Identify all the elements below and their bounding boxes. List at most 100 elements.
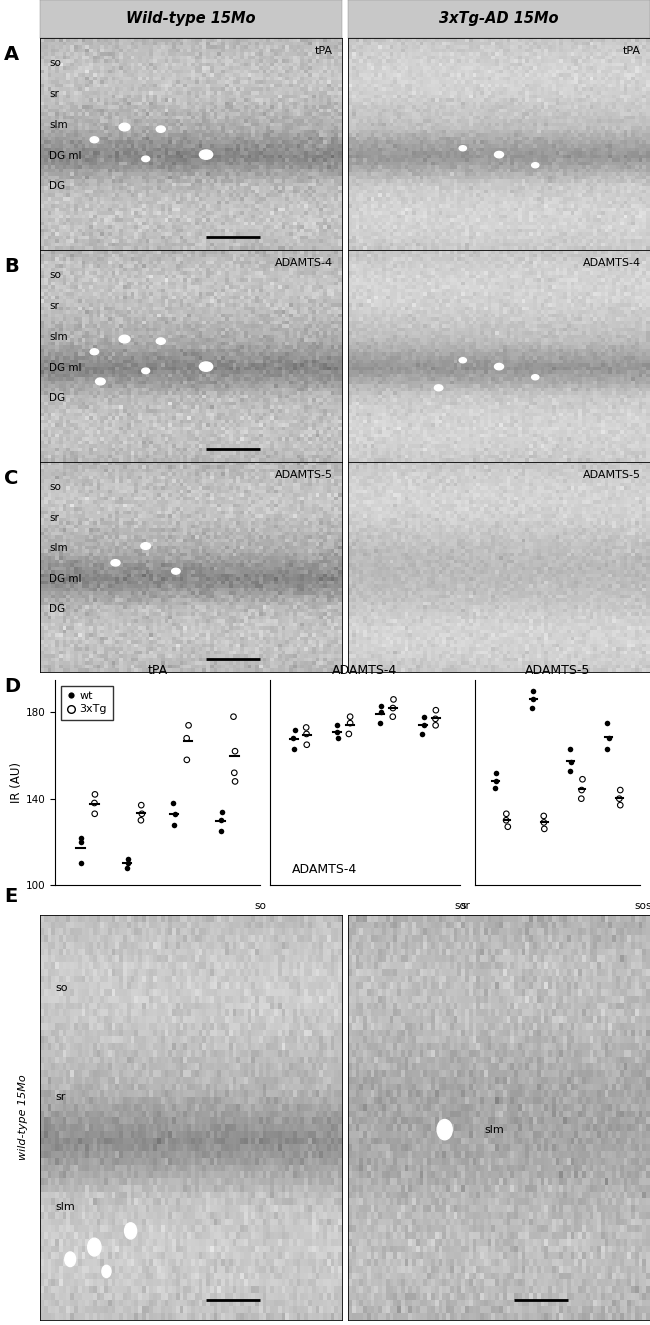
Circle shape [172,568,180,574]
Text: ADAMTS-4: ADAMTS-4 [583,258,641,269]
Point [76,831,86,852]
Point [604,727,614,749]
Text: slm: slm [49,333,68,342]
Text: DG: DG [49,394,65,403]
Point [565,761,575,782]
Circle shape [119,123,130,131]
Point [332,721,342,742]
Text: B: B [5,257,19,276]
Circle shape [119,335,130,343]
Legend: wt, 3xTg: wt, 3xTg [60,685,112,719]
Text: DG ml: DG ml [49,574,81,583]
Circle shape [142,368,150,374]
Circle shape [156,126,165,132]
Point [576,788,586,810]
Circle shape [111,559,120,566]
Point [375,696,385,717]
Point [123,848,133,869]
Point [332,727,343,749]
Text: DG ml: DG ml [49,363,81,372]
Text: E: E [5,886,18,906]
Point [565,738,575,759]
Circle shape [125,1223,136,1239]
Point [169,814,179,835]
Text: so: so [454,901,466,912]
Point [90,784,100,806]
Point [419,706,429,727]
Title: tPA: tPA [148,664,168,677]
Point [183,714,194,735]
Point [302,723,312,745]
Circle shape [459,146,467,151]
Circle shape [459,358,467,363]
Point [230,771,240,792]
Point [302,734,312,755]
Point [528,689,539,710]
Circle shape [200,150,213,159]
Text: tPA: tPA [315,46,333,57]
Circle shape [88,1238,101,1256]
Point [216,820,226,841]
Text: so: so [49,482,61,492]
Point [501,810,512,831]
Text: sr: sr [460,901,470,912]
Point [288,727,298,749]
Point [387,706,398,727]
Point [229,762,239,783]
Y-axis label: IR (AU): IR (AU) [10,762,23,803]
Point [230,741,240,762]
Point [490,778,501,799]
Title: ADAMTS-5: ADAMTS-5 [525,664,590,677]
Point [289,719,300,741]
Point [430,714,441,735]
Point [301,717,311,738]
Circle shape [434,384,443,391]
Point [181,727,192,749]
Point [123,853,133,875]
Circle shape [495,363,504,370]
Point [89,792,99,814]
Text: slm: slm [55,1202,75,1211]
Point [344,723,354,745]
Circle shape [90,136,99,143]
Text: ADAMTS-5: ADAMTS-5 [583,470,641,481]
Point [527,697,538,718]
Text: sr: sr [49,89,59,99]
Text: DG ml: DG ml [49,151,81,160]
Point [289,738,299,759]
Point [566,751,576,772]
Point [539,819,549,840]
Point [602,713,612,734]
Point [332,714,343,735]
Point [136,795,146,816]
Text: sr: sr [49,301,59,311]
Text: wild-type 15Mo: wild-type 15Mo [18,1075,29,1161]
Circle shape [437,1120,452,1140]
Point [136,810,146,831]
Circle shape [96,378,105,384]
Point [388,689,398,710]
Point [527,680,538,701]
Point [490,762,501,783]
Text: slm: slm [49,121,68,130]
Title: ADAMTS-4: ADAMTS-4 [332,664,398,677]
Point [615,779,625,800]
Point [417,723,428,745]
Text: A: A [5,45,20,64]
Point [375,713,385,734]
Point [615,795,625,816]
Text: slm: slm [484,1125,504,1134]
Point [345,706,356,727]
Point [345,713,356,734]
Point [216,810,226,831]
Text: so: so [55,983,68,992]
Point [376,702,386,723]
Point [75,827,86,848]
Text: so: so [49,270,61,281]
Text: so: so [254,901,266,912]
Circle shape [495,151,504,158]
Point [419,714,429,735]
Point [491,771,501,792]
Text: C: C [5,469,19,488]
Point [181,749,192,770]
